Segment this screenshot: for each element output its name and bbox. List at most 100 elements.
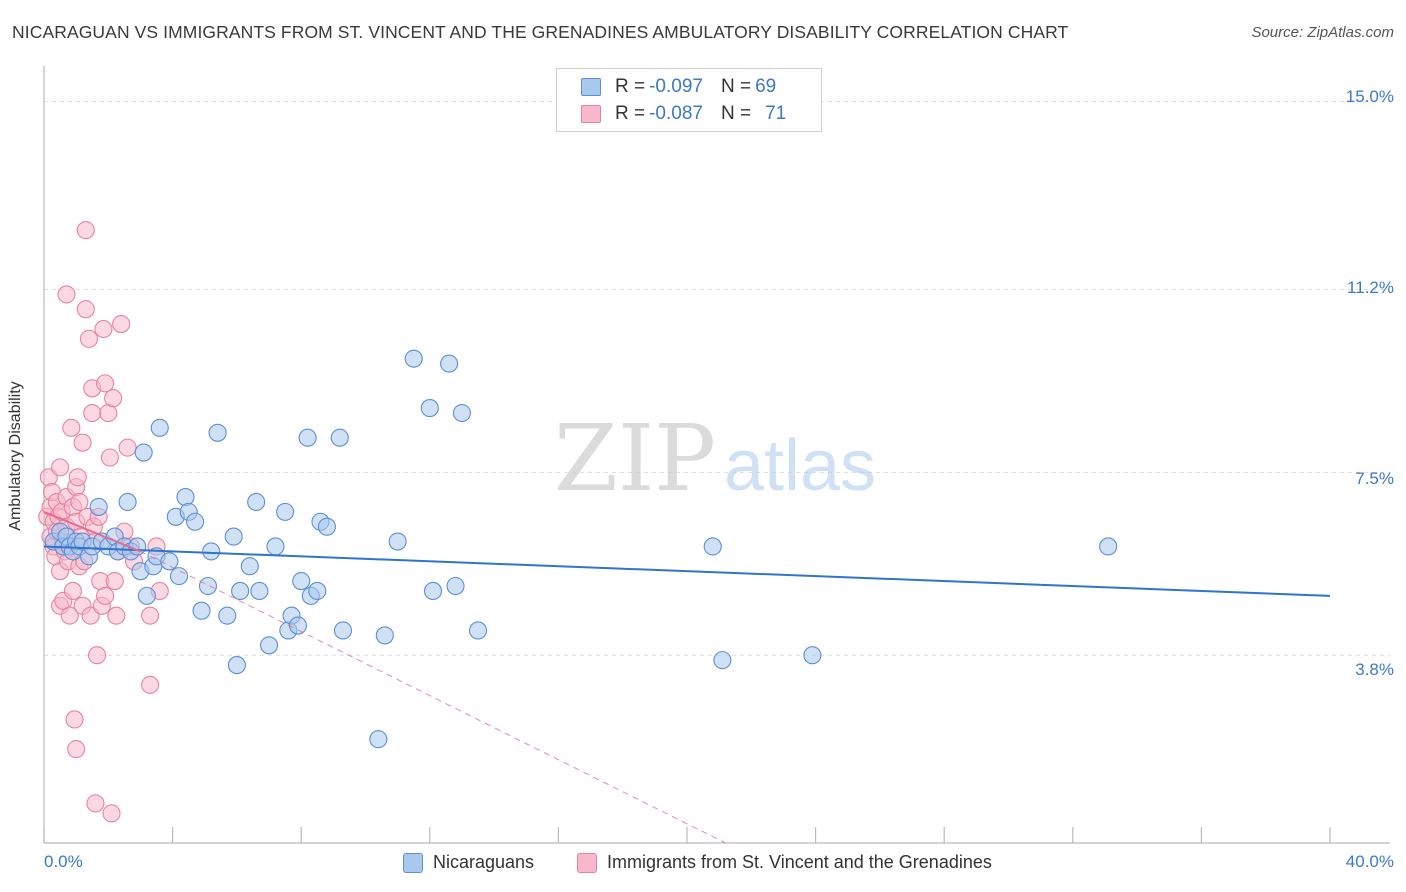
st-vincent-point: [112, 315, 131, 334]
nicaraguans-point: [266, 537, 285, 556]
st-vincent-point: [141, 675, 160, 694]
nicaraguans-point: [276, 502, 295, 521]
nicaraguans-point: [375, 626, 394, 645]
legend-swatch-pink: [577, 852, 597, 873]
nicaraguans-point: [118, 492, 137, 512]
legend-r-label: R =: [615, 103, 646, 124]
watermark-zip: ZIP: [554, 405, 716, 512]
legend-swatch-blue: [403, 852, 423, 873]
nicaraguans-point: [292, 572, 311, 591]
stats-legend: R = -0.097 N = 69 R = -0.087 N = 71: [556, 68, 822, 132]
legend-item-st-vincent: Immigrants from St. Vincent and the Gren…: [577, 852, 992, 873]
st-vincent-point: [70, 492, 89, 512]
st-vincent-point: [107, 606, 126, 625]
nicaraguans-point: [713, 651, 732, 670]
chart-title: NICARAGUAN VS IMMIGRANTS FROM ST. VINCEN…: [12, 22, 1069, 42]
nicaraguans-point: [192, 601, 211, 620]
nicaraguans-point: [208, 423, 227, 442]
st-vincent-point: [65, 710, 84, 729]
legend-label-nicaraguans: Nicaraguans: [433, 852, 535, 872]
st-vincent-point: [76, 221, 95, 240]
trend-lines: [43, 510, 1331, 844]
nicaraguans-point: [468, 621, 488, 640]
legend-r-label: R =: [615, 76, 646, 97]
nicaraguans-point: [186, 512, 205, 531]
nicaraguans-point: [803, 646, 822, 665]
legend-row-blue: R = -0.097 N = 69: [581, 75, 776, 99]
nicaraguans-point: [1099, 537, 1118, 556]
nicaraguans-point: [259, 636, 279, 655]
st-vincent-point: [118, 438, 137, 457]
legend-r-value: -0.097: [649, 76, 703, 97]
watermark-atlas: atlas: [724, 426, 876, 506]
st-vincent-point: [104, 389, 123, 408]
nicaraguans-point: [420, 399, 439, 418]
nicaraguans-point: [452, 403, 472, 423]
nicaraguans-point: [388, 532, 407, 551]
legend-label-st-vincent: Immigrants from St. Vincent and the Gren…: [607, 852, 992, 872]
nicaraguans-point: [423, 581, 443, 600]
nicaraguans-point: [150, 418, 169, 437]
nicaraguans-point: [250, 581, 269, 600]
nicaraguans-point: [89, 497, 108, 516]
nicaraguans-point: [198, 576, 218, 596]
legend-n-value: 71: [765, 103, 787, 124]
st-vincent-point: [102, 804, 121, 823]
st-vincent-point: [86, 794, 105, 813]
st-vincent-point: [57, 285, 76, 304]
pink-series-points: [38, 221, 169, 823]
series-legend: Nicaraguans Immigrants from St. Vincent …: [0, 852, 1406, 878]
st-vincent-point: [73, 433, 92, 452]
y-tick-label: 3.8%: [1355, 660, 1394, 679]
nicaraguans-point: [317, 517, 336, 536]
st-vincent-point: [62, 418, 81, 437]
y-tick-label: 15.0%: [1345, 87, 1394, 106]
nicaraguans-point: [333, 621, 353, 640]
legend-n-label: N =: [720, 76, 752, 97]
st-vincent-point: [83, 403, 102, 423]
nicaraguans-point: [288, 616, 308, 635]
nicaraguans-point: [369, 730, 388, 749]
nicaraguans-point: [224, 527, 243, 546]
legend-r-value: -0.087: [649, 103, 703, 124]
st-vincent-point: [96, 586, 115, 605]
nicaraguans-point: [137, 586, 156, 605]
nicaraguans-point: [202, 542, 221, 561]
nicaraguans-point: [330, 428, 349, 447]
blue-series-points: [44, 349, 1118, 749]
y-tick-label: 11.2%: [1347, 278, 1394, 297]
nicaraguans-point: [134, 443, 153, 462]
st-vincent-point: [76, 300, 95, 319]
st-vincent-point: [105, 572, 124, 591]
x-tick-label: 0.0%: [44, 852, 83, 871]
st-vincent-point: [51, 458, 70, 477]
source-credit: Source: ZipAtlas.com: [1251, 24, 1394, 41]
st-vincent-point: [100, 448, 119, 467]
legend-n-label: N =: [720, 103, 752, 124]
nicaraguans-point: [160, 552, 179, 571]
nicaraguans-point: [169, 567, 189, 586]
nicaraguans-point: [240, 557, 259, 576]
legend-item-nicaraguans: Nicaraguans: [403, 852, 534, 873]
nicaraguans-point: [247, 492, 266, 512]
x-tick-label: 40.0%: [1345, 852, 1394, 871]
nicaraguans-point: [404, 349, 423, 368]
legend-n-value: 69: [755, 76, 777, 97]
legend-swatch-blue: [581, 78, 601, 96]
axes: [43, 66, 1390, 844]
st-vincent-point: [79, 329, 99, 348]
st-vincent-point: [67, 740, 86, 759]
legend-row-pink: R = -0.087 N = 71: [581, 102, 786, 126]
st-vincent-point: [96, 374, 115, 393]
y-tick-label: 7.5%: [1355, 469, 1394, 488]
nicaraguans-point: [703, 537, 722, 556]
nicaraguans-trend-line: [43, 545, 1331, 597]
st-vincent-point: [63, 581, 82, 600]
nicaraguans-point: [176, 487, 195, 507]
st-vincent-trend-line: [43, 510, 141, 553]
nicaraguans-point: [227, 656, 246, 675]
st-vincent-point: [68, 468, 87, 487]
nicaraguans-point: [231, 581, 250, 600]
st-vincent-point: [94, 319, 113, 339]
